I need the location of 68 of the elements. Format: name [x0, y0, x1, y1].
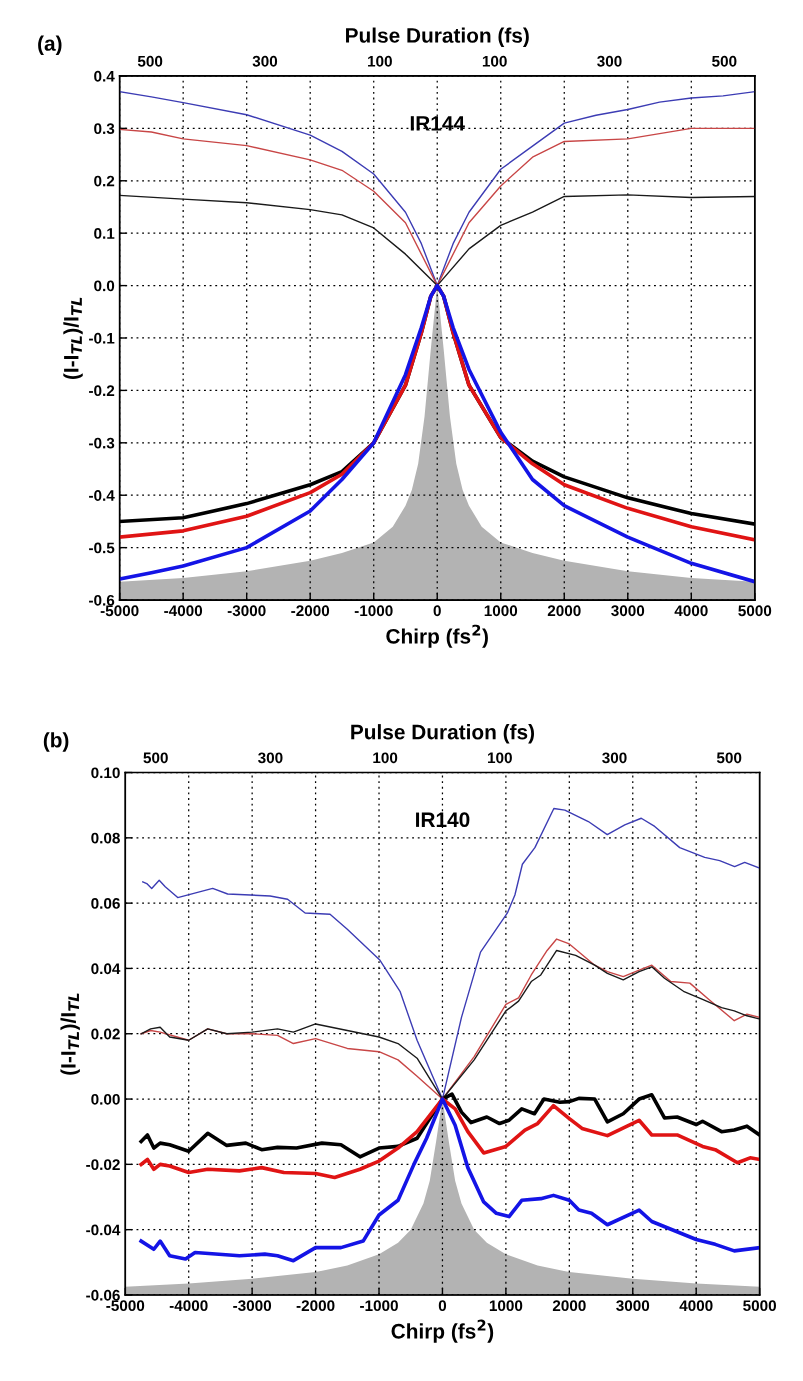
- y-tick-label: 0.06: [91, 898, 120, 909]
- y-tick-label: -0.2: [89, 385, 115, 397]
- y-tick-label: 0.04: [91, 963, 121, 975]
- text: 500: [143, 752, 168, 764]
- x-tick-label: 2000: [552, 1300, 586, 1312]
- x-tick-label: -5000: [100, 605, 139, 617]
- y-tick-label: 0.10: [91, 767, 120, 779]
- x2-axis-title: Pulse Duration (fs): [351, 724, 535, 744]
- x-tick-label: 1000: [489, 1300, 523, 1312]
- y-tick-label: 0.08: [91, 832, 120, 844]
- y-tick-label: 0.02: [91, 1028, 120, 1040]
- text: 100: [488, 752, 512, 764]
- y-tick-label: -0.3: [89, 437, 115, 449]
- x-tick-label: -4000: [164, 605, 203, 617]
- x-tick-label: 0: [433, 605, 441, 617]
- x-axis-title: Chirp (fs$^{2}$): [386, 624, 488, 648]
- line-series: [142, 807, 760, 1100]
- line-series: [139, 1097, 760, 1263]
- y-tick-label: 0.00: [91, 1093, 120, 1105]
- text: 300: [252, 55, 278, 67]
- x-tick-label: -3000: [233, 1300, 272, 1312]
- x-tick-label: 4000: [674, 605, 708, 617]
- x-tick-label: 4000: [679, 1300, 713, 1312]
- y-tick-label: -0.06: [86, 1289, 120, 1301]
- x-axis-title: Chirp (fs$^{2}$): [391, 1319, 494, 1343]
- x-tick-label: 5000: [743, 1300, 777, 1312]
- text: (a): [38, 35, 62, 55]
- x-tick-label: 0: [438, 1300, 447, 1312]
- y-tick-label: -0.1: [89, 332, 115, 344]
- x-tick-label: 2000: [547, 605, 581, 617]
- x-tick-label: -2000: [291, 605, 330, 617]
- text: 100: [368, 55, 392, 67]
- y-tick-label: 0.1: [94, 228, 115, 239]
- text: 500: [716, 752, 742, 764]
- text: 500: [712, 55, 737, 67]
- line-series: [119, 194, 755, 287]
- text: 100: [482, 55, 507, 67]
- x-tick-label: 3000: [616, 1300, 650, 1312]
- text: 300: [602, 752, 627, 764]
- y-axis-title: (I-I$_{TL}$)/I$_{TL}$: [63, 297, 83, 380]
- text: 300: [258, 752, 283, 764]
- x-tick-label: 1000: [484, 605, 518, 617]
- y-tick-label: -0.04: [86, 1224, 121, 1236]
- x-tick-label: 5000: [738, 605, 772, 617]
- text: IR140: [416, 812, 470, 828]
- text: (b): [43, 732, 69, 752]
- x-tick-label: -3000: [227, 605, 266, 617]
- y-tick-label: -0.5: [89, 542, 115, 554]
- text: 500: [137, 55, 163, 67]
- x-tick-label: -1000: [354, 605, 393, 617]
- x-tick-label: 3000: [611, 605, 645, 617]
- y-tick-label: -0.02: [86, 1159, 120, 1171]
- y-tick-label: 0.4: [94, 70, 115, 82]
- y-axis-title: (I-I$_{TL}$)/I$_{TL}$: [60, 993, 80, 1075]
- text: 100: [373, 752, 398, 764]
- text: 300: [597, 55, 622, 67]
- y-tick-label: 0.0: [94, 280, 115, 292]
- text: IR144: [410, 116, 465, 131]
- x2-axis-title: Pulse Duration (fs): [346, 27, 529, 47]
- line-series: [139, 1097, 760, 1180]
- y-tick-label: -0.4: [89, 490, 115, 501]
- y-tick-label: -0.6: [89, 594, 115, 606]
- y-tick-label: 0.3: [94, 123, 115, 135]
- x-tick-label: -4000: [169, 1300, 208, 1312]
- x-tick-label: -5000: [106, 1300, 145, 1312]
- y-tick-label: 0.2: [94, 175, 115, 187]
- x-tick-label: -2000: [296, 1300, 335, 1312]
- x-tick-label: -1000: [360, 1300, 398, 1312]
